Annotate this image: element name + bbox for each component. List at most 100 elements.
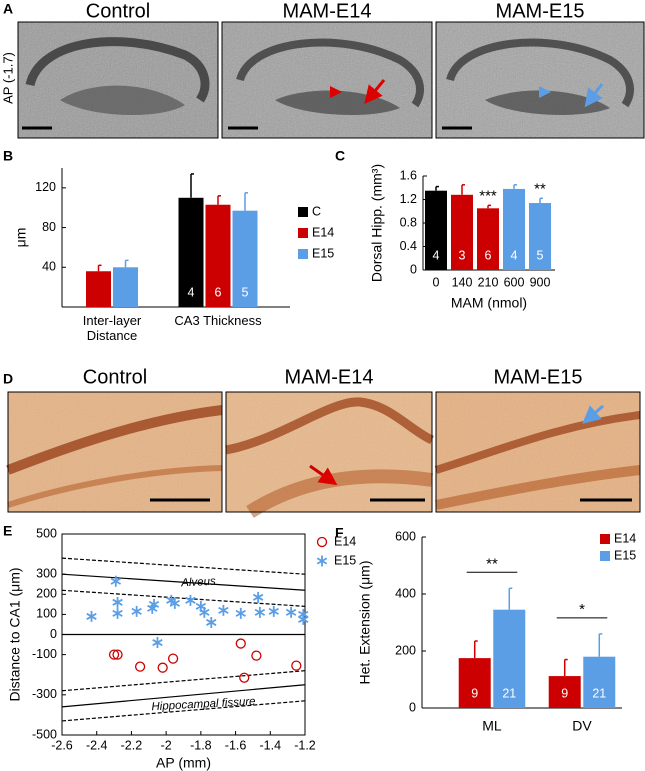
- scatter-point: [86, 610, 97, 622]
- y-axis-label: Dorsal Hipp. (mm³): [369, 164, 385, 282]
- reference-line: [61, 700, 306, 722]
- panel-label: C: [335, 148, 345, 164]
- legend-swatch: [298, 249, 308, 259]
- y-axis-label: Distance to CA1 (μm): [7, 567, 23, 701]
- bar: [583, 656, 616, 708]
- scatter-point: [169, 597, 181, 609]
- bar: [113, 267, 138, 307]
- scatter-point: [134, 661, 146, 672]
- scatter-point: [206, 616, 217, 628]
- n-label: 5: [537, 248, 544, 262]
- legend-swatch: [600, 534, 610, 544]
- n-label: 4: [188, 285, 195, 299]
- n-label: 21: [502, 686, 516, 700]
- significance-label: ***: [479, 187, 497, 204]
- image-title: MAM-E14: [283, 0, 372, 22]
- bar: [205, 204, 231, 307]
- bar: [477, 208, 499, 270]
- scatter-point: [239, 672, 250, 683]
- legend-label: E15: [312, 246, 334, 260]
- x-axis-label: MAM (nmol): [451, 295, 527, 311]
- x-tick-label: -1.4: [260, 738, 282, 752]
- n-label: 5: [242, 285, 249, 299]
- y-axis-label: Het. Extension (μm): [357, 561, 373, 685]
- scatter-point: [252, 591, 264, 603]
- x-axis-label: AP (mm): [156, 755, 211, 771]
- scatter-point: [131, 605, 142, 617]
- y-tick-label: 400: [395, 586, 416, 600]
- legend-label: E15: [334, 553, 356, 567]
- y-tick-label: 300: [36, 566, 57, 580]
- y-tick-label: 1.2: [400, 192, 417, 206]
- scatter-point: [108, 649, 120, 660]
- bar: [503, 188, 525, 270]
- scatter-point: [112, 596, 123, 608]
- reference-line: [61, 684, 306, 708]
- legend-label: E14: [312, 225, 334, 239]
- n-label: 3: [459, 248, 466, 262]
- legend-swatch: [298, 228, 308, 238]
- bar: [178, 197, 204, 307]
- y-tick-label: -500: [32, 727, 57, 741]
- bar: [548, 676, 581, 708]
- y-tick-label: 80: [42, 220, 56, 234]
- reference-line: [61, 589, 306, 607]
- y-tick-label: 200: [395, 643, 416, 657]
- n-label: 9: [471, 686, 478, 700]
- scatter-point: [112, 607, 123, 619]
- n-label: 6: [485, 248, 492, 262]
- x-tick-label: DV: [572, 718, 592, 734]
- x-tick-label: -1.2: [294, 738, 316, 752]
- y-tick-label: 1.6: [400, 168, 417, 182]
- y-tick-label: 200: [36, 587, 57, 601]
- bar: [493, 609, 526, 708]
- n-label: 9: [561, 686, 568, 700]
- scatter-point: [157, 662, 168, 673]
- panel-label: A: [3, 1, 13, 17]
- n-label: 21: [592, 686, 606, 700]
- bar: [529, 203, 551, 270]
- panel-label: F: [335, 525, 344, 541]
- image-title: Control: [86, 0, 150, 22]
- x-tick-label: 900: [530, 275, 551, 289]
- y-tick-label: 0: [410, 262, 417, 276]
- panel-label: D: [3, 371, 13, 387]
- y-tick-label: 500: [36, 526, 57, 540]
- reference-line: [61, 670, 306, 692]
- scatter-point: [291, 660, 302, 671]
- y-tick-label: 0: [409, 700, 416, 714]
- reference-line: [61, 573, 306, 591]
- n-label: 4: [433, 248, 440, 262]
- legend-label: E14: [614, 531, 636, 545]
- scatter-point: [110, 575, 122, 587]
- x-tick-label: ML: [482, 718, 502, 734]
- x-tick-label: Inter-layer Distance: [82, 313, 142, 343]
- y-tick-label: 0.8: [400, 215, 417, 229]
- panel-label: B: [3, 148, 13, 164]
- scatter-point: [285, 606, 297, 618]
- bar: [425, 190, 447, 270]
- y-tick-label: 600: [395, 529, 416, 543]
- micrograph: [434, 391, 641, 513]
- micrograph: [225, 391, 435, 518]
- y-tick-label: 0: [50, 627, 57, 641]
- image-title: MAM-E15: [494, 366, 583, 388]
- x-tick-label: -2: [161, 738, 172, 752]
- scatter-point: [235, 638, 246, 649]
- n-label: 4: [511, 248, 518, 262]
- x-tick-label-text: Inter-layer Distance: [82, 313, 142, 343]
- y-tick-label: 40: [42, 260, 56, 274]
- y-tick-label: -100: [32, 647, 57, 661]
- significance-label: **: [486, 555, 498, 572]
- legend-swatch: [298, 207, 308, 217]
- x-tick-label: -2.6: [51, 738, 73, 752]
- legend-marker: [316, 536, 328, 548]
- micrograph: [6, 391, 223, 513]
- micrograph: [17, 21, 219, 139]
- image-title: Control: [83, 366, 147, 388]
- scatter-point: [167, 653, 179, 664]
- scatter-point: [185, 594, 196, 606]
- scatter-point: [235, 607, 246, 619]
- x-tick-label-text: CA3 Thickness: [174, 313, 262, 328]
